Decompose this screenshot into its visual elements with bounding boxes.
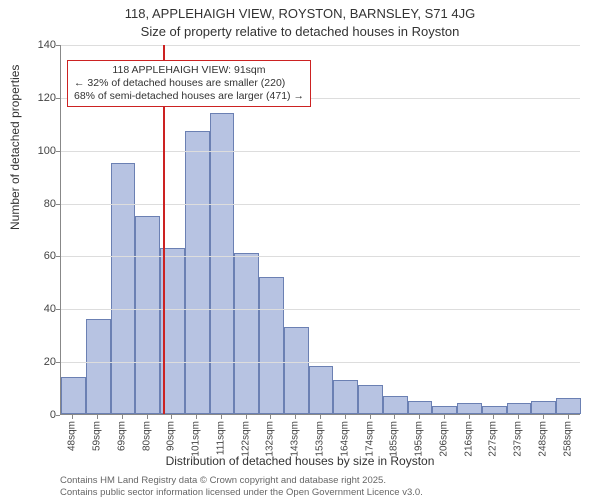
x-tick-label: 122sqm <box>240 421 251 457</box>
y-tick-mark <box>56 256 60 257</box>
histogram-bar <box>531 401 556 414</box>
x-tick-label: 216sqm <box>463 421 474 457</box>
gridline <box>61 45 580 46</box>
x-tick-label: 69sqm <box>116 421 127 451</box>
x-tick-label: 101sqm <box>191 421 202 457</box>
x-tick-label: 195sqm <box>414 421 425 457</box>
x-tick-mark <box>518 415 519 419</box>
histogram-bar <box>61 377 86 414</box>
chart-container: 118, APPLEHAIGH VIEW, ROYSTON, BARNSLEY,… <box>0 0 600 500</box>
y-tick-label: 80 <box>16 198 56 210</box>
histogram-bar <box>383 396 408 415</box>
x-tick-mark <box>493 415 494 419</box>
y-tick-mark <box>56 415 60 416</box>
x-tick-mark <box>72 415 73 419</box>
histogram-bar <box>556 398 581 414</box>
gridline <box>61 309 580 310</box>
y-tick-label: 40 <box>16 303 56 315</box>
y-tick-mark <box>56 204 60 205</box>
x-tick-mark <box>419 415 420 419</box>
x-tick-mark <box>543 415 544 419</box>
y-tick-label: 100 <box>16 145 56 157</box>
x-tick-label: 80sqm <box>141 421 152 451</box>
x-tick-label: 248sqm <box>537 421 548 457</box>
gridline <box>61 204 580 205</box>
x-tick-mark <box>270 415 271 419</box>
y-tick-mark <box>56 151 60 152</box>
x-tick-mark <box>196 415 197 419</box>
histogram-bar <box>185 131 210 414</box>
footer-attribution: Contains HM Land Registry data © Crown c… <box>60 475 423 498</box>
histogram-bar <box>358 385 383 414</box>
footer-line1: Contains HM Land Registry data © Crown c… <box>60 475 423 486</box>
plot-area: 118 APPLEHAIGH VIEW: 91sqm← 32% of detac… <box>60 45 580 415</box>
histogram-bar <box>135 216 160 414</box>
histogram-bar <box>259 277 284 414</box>
histogram-bar <box>309 366 334 414</box>
y-tick-mark <box>56 98 60 99</box>
y-tick-label: 140 <box>16 39 56 51</box>
histogram-bar <box>457 403 482 414</box>
y-tick-label: 60 <box>16 250 56 262</box>
x-tick-label: 174sqm <box>364 421 375 457</box>
y-tick-label: 20 <box>16 356 56 368</box>
x-tick-mark <box>246 415 247 419</box>
footer-line2: Contains public sector information licen… <box>60 487 423 498</box>
x-tick-mark <box>295 415 296 419</box>
x-tick-label: 206sqm <box>438 421 449 457</box>
x-tick-mark <box>469 415 470 419</box>
annotation-line: 118 APPLEHAIGH VIEW: 91sqm <box>74 64 304 77</box>
annotation-line: 68% of semi-detached houses are larger (… <box>74 90 304 103</box>
x-tick-label: 164sqm <box>339 421 350 457</box>
histogram-bar <box>86 319 111 414</box>
x-tick-mark <box>320 415 321 419</box>
x-tick-label: 111sqm <box>215 421 226 455</box>
x-tick-label: 227sqm <box>488 421 499 457</box>
x-tick-mark <box>345 415 346 419</box>
x-tick-label: 132sqm <box>265 421 276 457</box>
gridline <box>61 362 580 363</box>
y-tick-mark <box>56 362 60 363</box>
chart-title-address: 118, APPLEHAIGH VIEW, ROYSTON, BARNSLEY,… <box>0 6 600 21</box>
x-axis-label: Distribution of detached houses by size … <box>0 454 600 468</box>
histogram-bar <box>284 327 309 414</box>
histogram-bar <box>333 380 358 414</box>
gridline <box>61 256 580 257</box>
y-tick-mark <box>56 45 60 46</box>
x-tick-mark <box>171 415 172 419</box>
x-tick-label: 143sqm <box>290 421 301 457</box>
x-tick-label: 90sqm <box>166 421 177 451</box>
y-tick-label: 0 <box>16 409 56 421</box>
x-tick-label: 185sqm <box>389 421 400 457</box>
histogram-bar <box>432 406 457 414</box>
x-tick-mark <box>568 415 569 419</box>
histogram-bar <box>507 403 532 414</box>
x-tick-mark <box>394 415 395 419</box>
x-tick-label: 258sqm <box>562 421 573 457</box>
annotation-box: 118 APPLEHAIGH VIEW: 91sqm← 32% of detac… <box>67 60 311 107</box>
x-tick-label: 237sqm <box>513 421 524 457</box>
x-tick-label: 59sqm <box>92 421 103 451</box>
histogram-bar <box>234 253 259 414</box>
annotation-line: ← 32% of detached houses are smaller (22… <box>74 77 304 90</box>
y-tick-mark <box>56 309 60 310</box>
histogram-bar <box>408 401 433 414</box>
x-tick-mark <box>97 415 98 419</box>
x-tick-mark <box>147 415 148 419</box>
chart-title-desc: Size of property relative to detached ho… <box>0 24 600 39</box>
x-tick-mark <box>444 415 445 419</box>
y-tick-label: 120 <box>16 92 56 104</box>
gridline <box>61 151 580 152</box>
x-tick-mark <box>122 415 123 419</box>
x-tick-mark <box>370 415 371 419</box>
histogram-bar <box>482 406 507 414</box>
x-tick-mark <box>221 415 222 419</box>
histogram-bar <box>111 163 136 414</box>
x-tick-label: 48sqm <box>67 421 78 451</box>
histogram-bar <box>210 113 235 414</box>
x-tick-label: 153sqm <box>315 421 326 457</box>
